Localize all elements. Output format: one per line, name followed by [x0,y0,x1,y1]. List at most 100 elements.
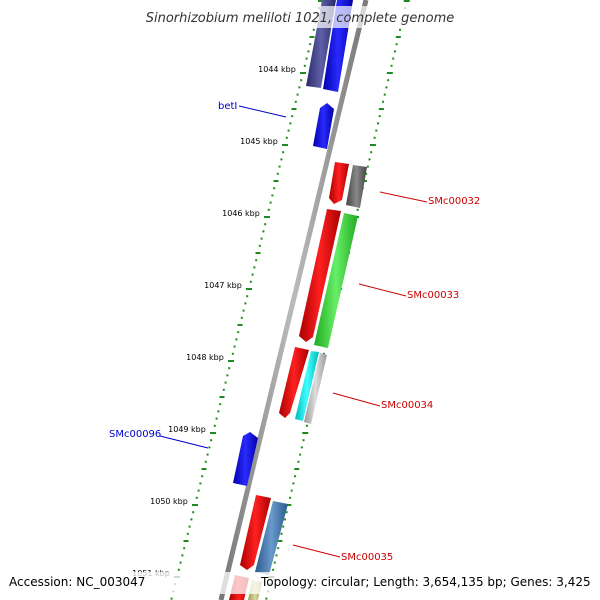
feature-smc00033 [314,213,358,348]
major-tick [386,72,393,74]
gene-label-smc00032[interactable]: SMc00032 [428,196,480,207]
minor-tick [283,518,286,521]
minor-tick [312,28,315,31]
gene-label-beti[interactable]: betI [218,101,237,112]
minor-tick [368,158,371,161]
minor-tick [231,352,234,355]
gene-label-smc00034[interactable]: SMc00034 [381,400,433,411]
minor-tick [260,237,263,240]
minor-tick [235,338,238,341]
major-tick [300,72,306,74]
minor-tick [289,122,292,125]
minor-tick [370,151,373,154]
gene-labels: betI SMc00032 SMc00033 SMc00034 SMc00096… [109,101,480,563]
tick-label: 1050 kbp [150,497,188,506]
minor-tick [277,547,280,550]
minor-tick [264,223,267,226]
gene-label-smc00096[interactable]: SMc00096 [109,429,161,440]
minor-tick [298,86,301,89]
tick-label: 1049 kbp [168,425,206,434]
tick-label: 1046 kbp [222,209,260,218]
features [229,0,367,600]
minor-tick [356,208,359,211]
major-tick [403,0,410,2]
tick-dots [170,7,407,600]
minor-tick [240,316,243,319]
feature-beti [313,103,334,149]
minor-tick [322,352,325,355]
minor-tick [395,36,401,38]
minor-tick [307,50,310,53]
minor-tick [378,108,384,110]
minor-tick [276,172,279,175]
minor-tick [192,511,195,514]
minor-tick [253,266,256,269]
minor-tick [292,482,295,485]
feature-forward-red-3 [279,347,309,418]
minor-tick [290,489,293,492]
minor-tick [197,489,200,492]
minor-tick [267,208,270,211]
gene-label-smc00033[interactable]: SMc00033 [407,290,459,301]
title-backdrop [130,6,470,28]
minor-tick [208,446,211,449]
minor-tick [278,165,281,168]
minor-tick [309,43,312,46]
feature-smc00096 [233,432,258,486]
minor-tick [217,410,220,413]
feature-cyan [295,351,319,421]
minor-tick [289,496,292,499]
tick-label: 1044 kbp [258,65,296,74]
minor-tick [183,547,186,550]
minor-tick [237,331,240,334]
minor-tick [287,129,290,132]
minor-tick [222,388,225,391]
smc00034-label-line [332,392,381,407]
tick-label: 1045 kbp [240,137,278,146]
minor-tick [387,79,390,82]
minor-tick [305,424,308,427]
minor-tick [300,79,303,82]
minor-tick [302,439,305,442]
minor-tick [299,453,302,456]
minor-tick [237,324,243,326]
minor-tick [258,244,261,247]
minor-tick [366,165,369,168]
minor-tick [296,93,299,96]
minor-tick [277,540,283,542]
minor-tick [255,259,258,262]
major-tick [282,144,288,146]
minor-tick [204,460,207,463]
footer-backdrop [0,572,600,594]
minor-tick [219,396,225,398]
minor-tick [282,525,285,528]
minor-tick [282,151,285,154]
minor-tick [385,86,388,89]
tick-label: 1047 kbp [204,281,242,290]
minor-tick [365,172,368,175]
minor-tick [170,597,173,600]
minor-tick [398,28,401,31]
feature-smc00032 [346,165,367,208]
smc00033-label-line [358,283,407,297]
minor-tick [242,309,245,312]
minor-tick [179,561,182,564]
beti-label-line [238,105,287,118]
minor-tick [373,136,376,139]
minor-tick [285,136,288,139]
major-tick [228,360,234,362]
minor-tick [291,108,297,110]
minor-tick [272,568,275,571]
minor-tick [390,64,393,67]
minor-tick [275,554,278,557]
gene-label-smc00035[interactable]: SMc00035 [341,552,393,563]
minor-tick [181,554,184,557]
minor-tick [201,468,207,470]
minor-tick [249,280,252,283]
minor-tick [228,367,231,370]
minor-tick [199,482,202,485]
minor-tick [219,403,222,406]
minor-tick [273,561,276,564]
minor-tick [294,468,300,470]
minor-tick [233,345,236,348]
